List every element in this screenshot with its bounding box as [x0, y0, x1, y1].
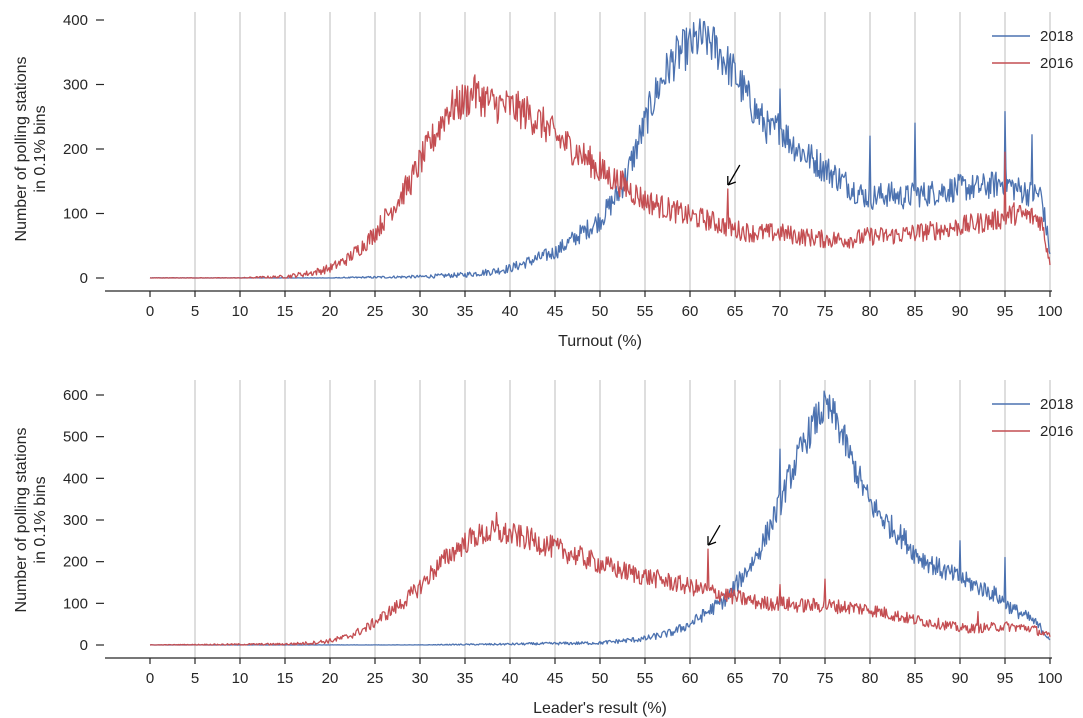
x-tick-label: 5 — [191, 670, 199, 687]
turnout-chart: 0 5 10 15 20 25 30 35 40 45 50 55 60 65 70 75 80 85 90 95 10… — [13, 12, 1073, 350]
x-tick-label: 40 — [502, 303, 519, 320]
y-axis-title-line: Number of polling stations — [13, 428, 30, 613]
annotation-arrowhead — [727, 175, 737, 186]
annotation-arrow — [708, 524, 721, 545]
legend: 2018 2016 — [992, 28, 1073, 72]
series-line-2018 — [149, 18, 1051, 279]
y-axis-title-line: in 0.1% bins — [32, 476, 49, 563]
y-tick-label: 300 — [63, 512, 88, 529]
y-axis-title-line: in 0.1% bins — [32, 105, 49, 192]
x-tick-label: 95 — [997, 670, 1014, 687]
y-tick-label: 100 — [63, 206, 88, 223]
y-axis-title-line: Number of polling stations — [13, 57, 30, 242]
x-tick-label: 10 — [232, 670, 249, 687]
series-lines — [149, 390, 1051, 646]
x-tick-label: 85 — [907, 670, 924, 687]
annotation-arrow — [728, 164, 741, 185]
x-tick-label: 70 — [772, 303, 789, 320]
x-tick-label: 100 — [1037, 303, 1062, 320]
x-tick-label: 45 — [547, 670, 564, 687]
x-tick-label: 0 — [146, 670, 154, 687]
x-tick-label: 30 — [412, 670, 429, 687]
x-tick-label: 5 — [191, 303, 199, 320]
x-tick-label: 55 — [637, 303, 654, 320]
x-tick-label: 75 — [817, 670, 834, 687]
series-line-2016 — [149, 74, 1051, 279]
legend-label-2018: 2018 — [1040, 396, 1073, 413]
axes: 0 5 10 15 20 25 30 35 40 45 50 55 60 65 70 75 80 85 90 95 10… — [63, 12, 1063, 320]
y-tick-label: 500 — [63, 429, 88, 446]
y-axis-title: Number of polling stations in 0.1% bins — [13, 57, 49, 242]
y-tick-label: 600 — [63, 387, 88, 404]
x-tick-label: 70 — [772, 670, 789, 687]
y-tick-label: 200 — [63, 554, 88, 571]
x-tick-label: 35 — [457, 670, 474, 687]
x-axis-title: Leader's result (%) — [533, 700, 667, 717]
x-tick-label: 20 — [322, 670, 339, 687]
legend-label-2018: 2018 — [1040, 28, 1073, 45]
legend-label-2016: 2016 — [1040, 55, 1073, 72]
x-tick-label: 60 — [682, 303, 699, 320]
x-tick-label: 100 — [1037, 670, 1062, 687]
y-tick-label: 200 — [63, 141, 88, 158]
x-tick-label: 90 — [952, 303, 969, 320]
y-axis-title: Number of polling stations in 0.1% bins — [13, 428, 49, 613]
x-tick-label: 60 — [682, 670, 699, 687]
x-tick-label: 85 — [907, 303, 924, 320]
y-tick-label: 400 — [63, 12, 88, 29]
leader-result-chart: 0 5 10 15 20 25 30 35 40 45 50 55 60 65 70 75 80 85 90 95 10… — [13, 380, 1073, 717]
x-tick-label: 10 — [232, 303, 249, 320]
x-tick-label: 25 — [367, 303, 384, 320]
x-tick-label: 15 — [277, 303, 294, 320]
series-lines — [149, 18, 1051, 279]
x-tick-label: 30 — [412, 303, 429, 320]
y-tick-label: 0 — [80, 637, 88, 654]
x-tick-label: 40 — [502, 670, 519, 687]
x-axis-title: Turnout (%) — [558, 333, 642, 350]
vertical-grid — [194, 380, 1051, 658]
y-tick-label: 300 — [63, 77, 88, 94]
x-tick-label: 45 — [547, 303, 564, 320]
annotations — [707, 524, 721, 546]
series-line-2016 — [149, 511, 1051, 646]
annotation-arrowhead — [707, 536, 717, 546]
x-tick-label: 35 — [457, 303, 474, 320]
axes: 0 5 10 15 20 25 30 35 40 45 50 55 60 65 70 75 80 85 90 95 10… — [63, 387, 1063, 687]
x-tick-label: 50 — [592, 670, 609, 687]
x-tick-label: 80 — [862, 670, 879, 687]
x-tick-label: 80 — [862, 303, 879, 320]
x-tick-label: 20 — [322, 303, 339, 320]
x-tick-label: 25 — [367, 670, 384, 687]
x-tick-label: 15 — [277, 670, 294, 687]
series-line-2018 — [150, 390, 1051, 646]
vertical-grid — [194, 12, 1051, 291]
y-tick-label: 0 — [80, 270, 88, 287]
y-tick-label: 100 — [63, 595, 88, 612]
x-tick-label: 0 — [146, 303, 154, 320]
x-tick-label: 55 — [637, 670, 654, 687]
annotations — [727, 164, 741, 186]
x-tick-label: 75 — [817, 303, 834, 320]
legend-label-2016: 2016 — [1040, 423, 1073, 440]
y-tick-label: 400 — [63, 470, 88, 487]
x-tick-label: 65 — [727, 303, 744, 320]
x-tick-label: 95 — [997, 303, 1014, 320]
x-tick-label: 50 — [592, 303, 609, 320]
x-tick-label: 90 — [952, 670, 969, 687]
legend: 2018 2016 — [992, 396, 1073, 440]
x-tick-label: 65 — [727, 670, 744, 687]
